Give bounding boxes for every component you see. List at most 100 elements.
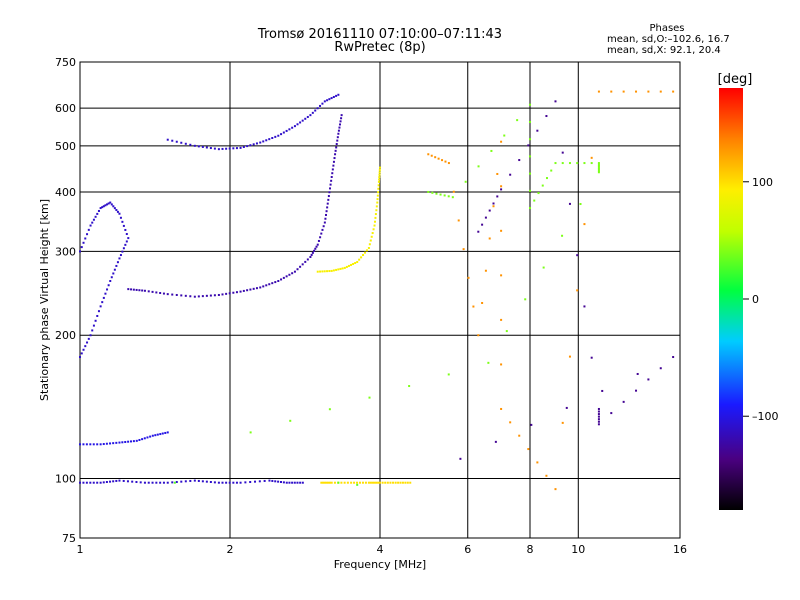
- data-point: [122, 247, 125, 250]
- data-point: [175, 293, 178, 296]
- data-point: [462, 248, 465, 251]
- data-point: [336, 139, 339, 142]
- data-point: [92, 481, 95, 484]
- data-point: [323, 100, 326, 103]
- data-point: [239, 146, 242, 149]
- data-point: [516, 119, 519, 122]
- data-point: [109, 201, 112, 204]
- data-point: [431, 191, 434, 194]
- data-point: [530, 423, 533, 426]
- data-point: [328, 481, 331, 484]
- data-point: [490, 149, 493, 152]
- data-point: [597, 169, 600, 172]
- data-point: [96, 314, 99, 317]
- data-point: [84, 345, 87, 348]
- data-point: [554, 488, 557, 491]
- data-point: [505, 330, 508, 333]
- data-point: [315, 245, 318, 248]
- data-point: [464, 180, 467, 183]
- data-point: [529, 103, 531, 106]
- data-point: [115, 441, 118, 444]
- data-point: [228, 481, 231, 484]
- data-point: [79, 250, 81, 253]
- data-point: [106, 203, 109, 206]
- data-point: [367, 481, 370, 484]
- x-axis-label: Frequency [MHz]: [334, 558, 426, 571]
- data-point: [89, 443, 92, 446]
- data-point: [235, 147, 238, 150]
- data-point: [500, 188, 503, 191]
- data-point: [319, 236, 322, 239]
- data-point: [488, 237, 491, 240]
- data-point: [597, 423, 600, 426]
- data-point: [249, 144, 252, 147]
- chart-title-line2: RwPretec (8p): [334, 40, 426, 55]
- data-point: [545, 474, 548, 477]
- data-point: [217, 481, 220, 484]
- data-point: [291, 272, 294, 275]
- data-point: [235, 291, 238, 294]
- data-point: [378, 178, 381, 181]
- data-point: [323, 221, 326, 224]
- data-point: [437, 157, 440, 160]
- data-point: [545, 177, 548, 180]
- data-point: [447, 162, 450, 165]
- data-point: [184, 480, 187, 483]
- data-point: [97, 310, 100, 313]
- data-point: [102, 481, 105, 484]
- data-point: [118, 212, 121, 215]
- data-point: [306, 115, 309, 118]
- data-point: [205, 294, 208, 297]
- data-point: [323, 481, 326, 484]
- data-point: [319, 104, 322, 107]
- data-point: [636, 372, 639, 375]
- data-point: [80, 246, 83, 249]
- data-point: [217, 293, 220, 296]
- data-point: [107, 202, 110, 205]
- data-point: [109, 480, 112, 483]
- data-point: [130, 288, 133, 291]
- data-point: [356, 483, 359, 486]
- data-point: [529, 207, 531, 210]
- data-point: [597, 165, 600, 168]
- data-point: [343, 481, 346, 484]
- data-point: [116, 210, 119, 213]
- data-point: [647, 90, 650, 93]
- data-point: [291, 481, 294, 484]
- data-point: [353, 481, 356, 484]
- data-point: [82, 348, 85, 351]
- data-point: [201, 145, 204, 148]
- data-point: [274, 135, 277, 138]
- data-point: [304, 117, 307, 120]
- data-point: [364, 481, 367, 484]
- data-point: [175, 481, 178, 484]
- data-point: [597, 163, 600, 166]
- data-point: [576, 254, 579, 257]
- data-point: [86, 341, 89, 344]
- data-point: [122, 479, 125, 482]
- data-point: [316, 107, 319, 110]
- data-point: [213, 294, 216, 297]
- data-point: [384, 481, 387, 484]
- x-tick-label: 4: [377, 543, 384, 556]
- data-point: [368, 396, 371, 399]
- data-point: [335, 143, 338, 146]
- data-point: [209, 481, 212, 484]
- data-point: [113, 207, 116, 210]
- data-point: [327, 481, 330, 484]
- data-point: [159, 292, 162, 295]
- data-point: [271, 282, 274, 285]
- data-point: [92, 218, 95, 221]
- data-point: [332, 160, 335, 163]
- data-point: [561, 151, 564, 154]
- data-point: [487, 361, 490, 364]
- data-point: [496, 195, 499, 198]
- data-point: [79, 481, 81, 484]
- data-point: [509, 421, 512, 424]
- data-point: [597, 420, 600, 423]
- data-point: [217, 148, 220, 151]
- data-point: [337, 93, 340, 96]
- data-point: [271, 137, 274, 140]
- x-tick-label: 2: [227, 543, 234, 556]
- data-point: [86, 233, 89, 236]
